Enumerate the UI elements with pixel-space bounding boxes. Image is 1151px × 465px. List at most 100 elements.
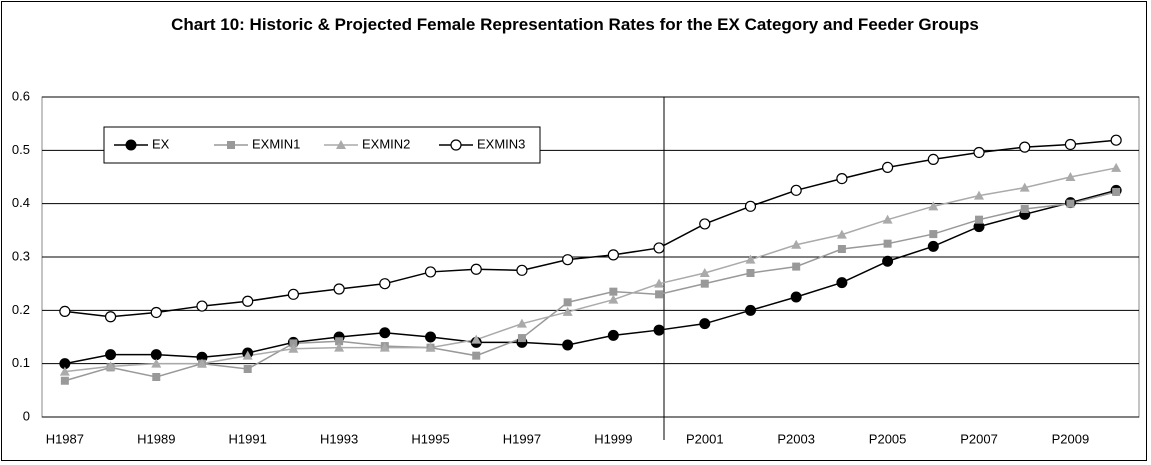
marker xyxy=(287,288,299,300)
marker xyxy=(379,327,391,339)
marker xyxy=(150,306,162,319)
x-tick-label: H1993 xyxy=(320,431,358,446)
marker xyxy=(973,146,985,159)
marker xyxy=(744,304,756,316)
marker xyxy=(791,239,802,249)
marker xyxy=(470,263,482,275)
marker xyxy=(1064,138,1077,151)
marker xyxy=(1110,134,1122,146)
marker xyxy=(563,298,572,307)
marker xyxy=(334,342,345,352)
y-tick-label: 0.6 xyxy=(12,88,30,103)
marker xyxy=(562,339,574,351)
legend-marker xyxy=(450,139,462,151)
marker xyxy=(883,239,892,248)
x-tick-label: H1987 xyxy=(46,431,84,446)
chart-title: Chart 10: Historic & Projected Female Re… xyxy=(171,15,979,34)
marker xyxy=(151,358,162,368)
marker xyxy=(837,245,846,253)
marker xyxy=(425,331,437,343)
x-tick-label: P2003 xyxy=(777,431,815,446)
y-tick-label: 0.2 xyxy=(12,302,30,317)
marker xyxy=(425,342,436,352)
marker xyxy=(424,266,437,278)
marker xyxy=(746,269,755,277)
marker xyxy=(104,311,117,323)
marker xyxy=(745,254,756,264)
x-tick-label: P2009 xyxy=(1052,431,1090,446)
marker xyxy=(1112,187,1121,196)
marker xyxy=(836,277,848,289)
marker xyxy=(929,230,938,239)
marker xyxy=(516,318,527,328)
marker xyxy=(790,291,802,303)
y-tick-label: 0.5 xyxy=(12,142,30,157)
legend-marker xyxy=(125,139,137,151)
marker xyxy=(379,278,391,290)
marker xyxy=(333,283,345,295)
marker xyxy=(836,173,848,185)
marker xyxy=(288,343,299,353)
marker xyxy=(242,295,254,307)
legend-label: EXMIN1 xyxy=(252,136,300,151)
marker xyxy=(882,161,894,173)
marker xyxy=(974,190,985,200)
series-line xyxy=(64,139,1117,318)
marker xyxy=(744,200,757,212)
marker xyxy=(699,268,710,277)
marker xyxy=(927,240,939,252)
marker xyxy=(654,278,665,288)
marker xyxy=(152,373,161,381)
marker xyxy=(928,201,939,211)
legend-marker xyxy=(336,140,346,149)
marker xyxy=(562,306,573,316)
marker xyxy=(699,218,711,230)
marker xyxy=(150,349,162,361)
marker xyxy=(699,318,711,330)
marker xyxy=(653,324,665,336)
marker xyxy=(653,242,665,254)
marker xyxy=(289,339,298,348)
series-line xyxy=(64,167,1117,373)
marker xyxy=(196,300,208,312)
marker xyxy=(242,350,253,360)
marker xyxy=(882,214,893,224)
x-tick-label: H1991 xyxy=(229,431,267,446)
x-tick-label: P2007 xyxy=(960,431,998,446)
marker xyxy=(655,290,664,299)
marker xyxy=(472,351,481,360)
marker xyxy=(607,329,619,341)
x-tick-label: H1997 xyxy=(503,431,541,446)
marker xyxy=(196,358,207,368)
x-tick-label: P2001 xyxy=(686,431,724,446)
y-tick-label: 0 xyxy=(23,408,30,423)
marker xyxy=(790,184,802,196)
marker xyxy=(1111,162,1122,172)
marker xyxy=(60,376,69,385)
marker xyxy=(471,334,482,344)
marker xyxy=(335,337,344,346)
legend-label: EX xyxy=(152,136,170,151)
legend-label: EXMIN3 xyxy=(477,136,525,151)
y-tick-label: 0.1 xyxy=(12,355,30,370)
marker xyxy=(1019,182,1030,192)
x-tick-label: H1995 xyxy=(411,431,449,446)
marker xyxy=(105,349,117,361)
marker xyxy=(516,264,528,276)
marker xyxy=(379,342,390,352)
marker xyxy=(975,215,984,224)
marker xyxy=(609,287,618,296)
marker xyxy=(517,334,526,343)
x-tick-label: P2005 xyxy=(869,431,907,446)
marker xyxy=(243,365,252,373)
marker xyxy=(700,279,709,288)
legend-label: EXMIN2 xyxy=(362,136,410,151)
series-line xyxy=(64,191,1117,382)
marker xyxy=(608,294,619,304)
y-tick-label: 0.4 xyxy=(12,195,30,210)
x-tick-label: H1999 xyxy=(594,431,632,446)
y-tick-label: 0.3 xyxy=(12,248,30,263)
x-tick-label: H1989 xyxy=(137,431,175,446)
